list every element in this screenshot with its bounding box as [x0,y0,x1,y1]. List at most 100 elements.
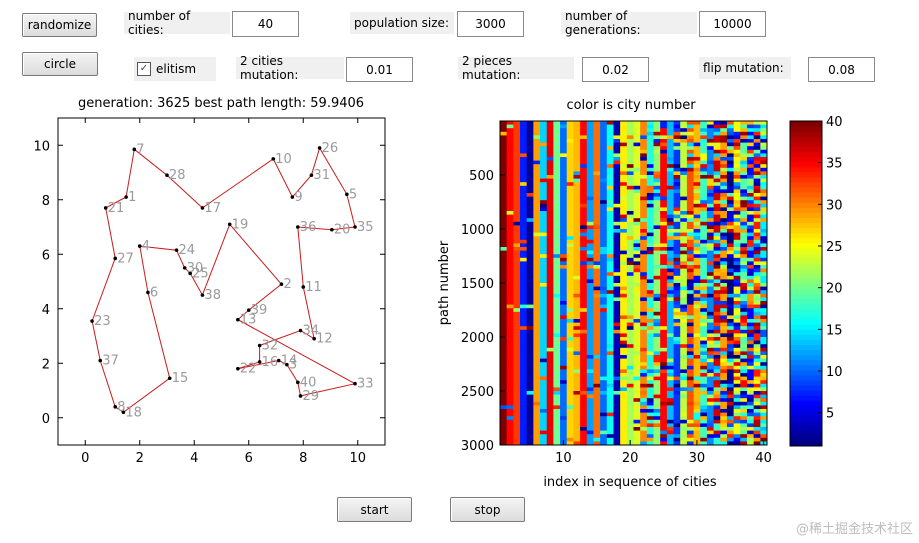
heatmap-cell [500,185,508,190]
heatmap-cell [673,146,681,151]
start-button[interactable]: start [337,497,412,522]
two-cities-mutation-input[interactable]: 0.01 [346,57,413,82]
population-size-input[interactable]: 3000 [457,11,524,37]
heatmap-cell [573,189,581,194]
colorbar-segment [790,263,822,269]
heatmap-cell [620,441,628,446]
heatmap-cell [746,268,755,273]
heatmap-cell [573,347,581,352]
heatmap-cell [713,283,721,287]
heatmap-cell [720,430,728,435]
heatmap-cell [686,193,694,197]
heatmap-cell [520,311,528,316]
heatmap-cell [606,290,614,295]
heatmap-cell [593,232,601,237]
heatmap-cell [613,239,621,244]
num-generations-input[interactable]: 10000 [699,11,766,37]
heatmap-cell [686,405,694,410]
heatmap-cell [526,437,534,442]
heatmap-cell [753,340,761,345]
heatmap-cell [740,218,748,223]
heatmap-cell [753,261,761,266]
heatmap-cell [653,229,661,233]
heatmap-cell [540,311,548,316]
heatmap-cell [553,221,561,226]
heatmap-cell [740,182,748,187]
heatmap-cell [686,121,694,125]
heatmap-cell [546,380,554,385]
heatmap-cell [613,311,621,316]
heatmap-cell [713,430,721,435]
heatmap-cell [686,196,694,201]
heatmap-cell [666,221,674,226]
heatmap-cell [506,434,514,439]
heatmap-cell [600,394,608,399]
flip-mutation-input[interactable]: 0.08 [808,57,875,82]
heatmap-cell [533,268,541,273]
heatmap-cell [686,211,694,215]
heatmap-cell [566,301,574,305]
heatmap-cell [500,149,508,154]
heatmap-cell [520,355,528,359]
elitism-toggle[interactable]: ✓ elitism [134,57,216,81]
heatmap-cell [613,340,621,345]
heatmap-cell [560,203,568,208]
heatmap-cell [540,423,548,428]
heatmap-cell [680,171,688,176]
heatmap-cell [533,344,541,349]
heatmap-cell [500,229,508,233]
heatmap-cell [626,254,634,259]
heatmap-cell [666,153,674,158]
heatmap-cell [666,383,674,388]
heatmap-cell [693,337,701,341]
heatmap-cell [533,355,541,359]
heatmap-cell [733,149,741,154]
heatmap-cell [686,185,694,190]
heatmap-cell [693,214,701,219]
heatmap-cell [700,297,708,302]
heatmap-cell [506,326,514,331]
heatmap-cell [686,175,694,179]
heatmap-cell [566,437,574,442]
elitism-checkbox[interactable]: ✓ [137,62,151,76]
heatmap-cell [613,383,621,388]
heatmap-cell [633,355,641,359]
heatmap-cell [500,376,508,381]
heatmap-cell [633,297,641,302]
heatmap-cell [713,149,721,154]
heatmap-cell [640,193,648,197]
circle-button[interactable]: circle [22,52,98,76]
heatmap-cell [673,369,681,374]
heatmap-cell [706,333,714,338]
heatmap-cell [526,362,534,367]
heatmap-xtick-label: 10 [555,451,572,466]
heatmap-cell [713,394,721,399]
num-cities-input[interactable]: 40 [232,11,299,37]
heatmap-cell [626,185,634,190]
heatmap-cell [560,124,568,129]
heatmap-cell [660,315,668,320]
randomize-button[interactable]: randomize [22,13,97,37]
heatmap-cell [580,376,588,381]
heatmap-cell [706,308,714,313]
heatmap-cell [653,351,661,356]
heatmap-cell [680,355,688,359]
heatmap-cell [546,441,554,446]
two-pieces-mutation-input[interactable]: 0.02 [582,57,649,82]
heatmap-cell [546,373,554,377]
heatmap-cell [620,329,628,334]
heatmap-cell [573,340,581,345]
heatmap-cell [633,203,641,208]
heatmap-cell [606,311,614,316]
heatmap-cell [666,326,674,331]
heatmap-cell [753,200,761,205]
heatmap-cell [586,419,594,424]
heatmap-cell [600,347,608,352]
heatmap-cell [653,405,661,410]
heatmap-cell [526,430,534,435]
heatmap-cell [606,257,614,262]
heatmap-cell [613,229,621,233]
heatmap-cell [533,401,541,406]
heatmap-cell [746,272,755,277]
stop-button[interactable]: stop [450,497,525,522]
